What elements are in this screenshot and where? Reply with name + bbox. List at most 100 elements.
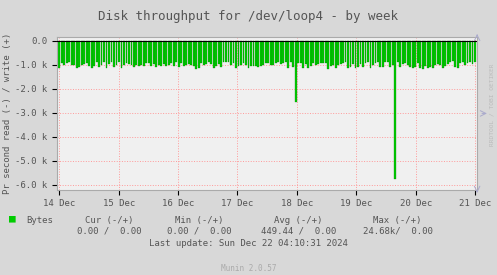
Bar bbox=[71, 41, 73, 65]
Bar bbox=[148, 41, 150, 63]
Bar bbox=[297, 41, 299, 63]
Bar bbox=[457, 41, 459, 68]
Bar bbox=[248, 41, 249, 68]
Bar bbox=[68, 41, 70, 62]
Bar bbox=[459, 41, 461, 63]
Text: 449.44 /  0.00: 449.44 / 0.00 bbox=[260, 227, 336, 236]
Bar bbox=[390, 41, 391, 67]
Bar bbox=[238, 41, 240, 66]
Bar bbox=[183, 41, 185, 65]
Bar bbox=[332, 41, 334, 65]
Text: Cur (-/+): Cur (-/+) bbox=[85, 216, 134, 225]
Bar bbox=[178, 41, 180, 67]
Bar bbox=[95, 41, 97, 62]
Bar bbox=[302, 41, 304, 67]
Bar bbox=[315, 41, 317, 65]
Bar bbox=[213, 41, 215, 68]
Bar bbox=[153, 41, 155, 64]
Bar bbox=[387, 41, 389, 62]
Bar bbox=[265, 41, 267, 63]
Bar bbox=[98, 41, 100, 67]
Bar bbox=[282, 41, 284, 63]
Text: Min (-/+): Min (-/+) bbox=[174, 216, 223, 225]
Bar bbox=[359, 41, 361, 64]
Bar bbox=[367, 41, 369, 62]
Bar bbox=[467, 41, 469, 63]
Bar bbox=[305, 41, 307, 64]
Bar bbox=[454, 41, 456, 67]
Bar bbox=[405, 41, 406, 63]
Bar bbox=[141, 41, 142, 65]
Text: Last update: Sun Dec 22 04:10:31 2024: Last update: Sun Dec 22 04:10:31 2024 bbox=[149, 239, 348, 248]
Bar bbox=[190, 41, 192, 65]
Bar bbox=[337, 41, 339, 65]
Bar bbox=[128, 41, 130, 64]
Bar bbox=[275, 41, 277, 63]
Bar bbox=[382, 41, 384, 67]
Bar bbox=[372, 41, 374, 65]
Bar bbox=[106, 41, 107, 68]
Bar bbox=[143, 41, 145, 66]
Bar bbox=[325, 41, 327, 63]
Bar bbox=[111, 41, 112, 62]
Bar bbox=[300, 41, 302, 64]
Bar bbox=[444, 41, 446, 66]
Bar bbox=[452, 41, 454, 61]
Bar bbox=[108, 41, 110, 64]
Bar bbox=[61, 41, 63, 63]
Bar bbox=[449, 41, 451, 62]
Bar bbox=[168, 41, 169, 65]
Bar bbox=[223, 41, 225, 62]
Bar bbox=[437, 41, 439, 64]
Bar bbox=[260, 41, 262, 65]
Bar bbox=[412, 41, 414, 68]
Bar bbox=[312, 41, 314, 63]
Bar bbox=[118, 41, 120, 62]
Bar bbox=[193, 41, 195, 65]
Bar bbox=[462, 41, 464, 62]
Bar bbox=[464, 41, 466, 65]
Bar bbox=[103, 41, 105, 62]
Bar bbox=[397, 41, 399, 62]
Text: Disk throughput for /dev/loop4 - by week: Disk throughput for /dev/loop4 - by week bbox=[98, 10, 399, 23]
Bar bbox=[287, 41, 289, 68]
Bar bbox=[76, 41, 78, 68]
Bar bbox=[81, 41, 83, 65]
Bar bbox=[327, 41, 329, 68]
Bar bbox=[362, 41, 364, 67]
Bar bbox=[250, 41, 252, 66]
Bar bbox=[295, 41, 297, 102]
Bar bbox=[349, 41, 351, 67]
Bar bbox=[200, 41, 202, 64]
Y-axis label: Pr second read (-) / write (+): Pr second read (-) / write (+) bbox=[3, 33, 12, 194]
Bar bbox=[188, 41, 190, 64]
Bar bbox=[400, 41, 401, 67]
Bar bbox=[208, 41, 210, 62]
Bar bbox=[100, 41, 102, 65]
Bar bbox=[474, 41, 476, 62]
Bar bbox=[138, 41, 140, 66]
Bar bbox=[395, 41, 396, 179]
Bar bbox=[73, 41, 75, 65]
Bar bbox=[243, 41, 245, 63]
Bar bbox=[339, 41, 341, 64]
Bar bbox=[66, 41, 68, 63]
Bar bbox=[417, 41, 418, 63]
Bar bbox=[173, 41, 175, 66]
Bar bbox=[427, 41, 428, 68]
Bar bbox=[285, 41, 287, 62]
Bar bbox=[352, 41, 354, 64]
Bar bbox=[195, 41, 197, 68]
Bar bbox=[432, 41, 434, 68]
Text: Avg (-/+): Avg (-/+) bbox=[274, 216, 323, 225]
Bar bbox=[203, 41, 205, 65]
Bar bbox=[170, 41, 172, 63]
Bar bbox=[215, 41, 217, 66]
Bar bbox=[252, 41, 254, 66]
Bar bbox=[320, 41, 322, 63]
Bar bbox=[230, 41, 232, 65]
Bar bbox=[151, 41, 152, 66]
Bar bbox=[419, 41, 421, 68]
Bar bbox=[228, 41, 230, 62]
Bar bbox=[290, 41, 292, 62]
